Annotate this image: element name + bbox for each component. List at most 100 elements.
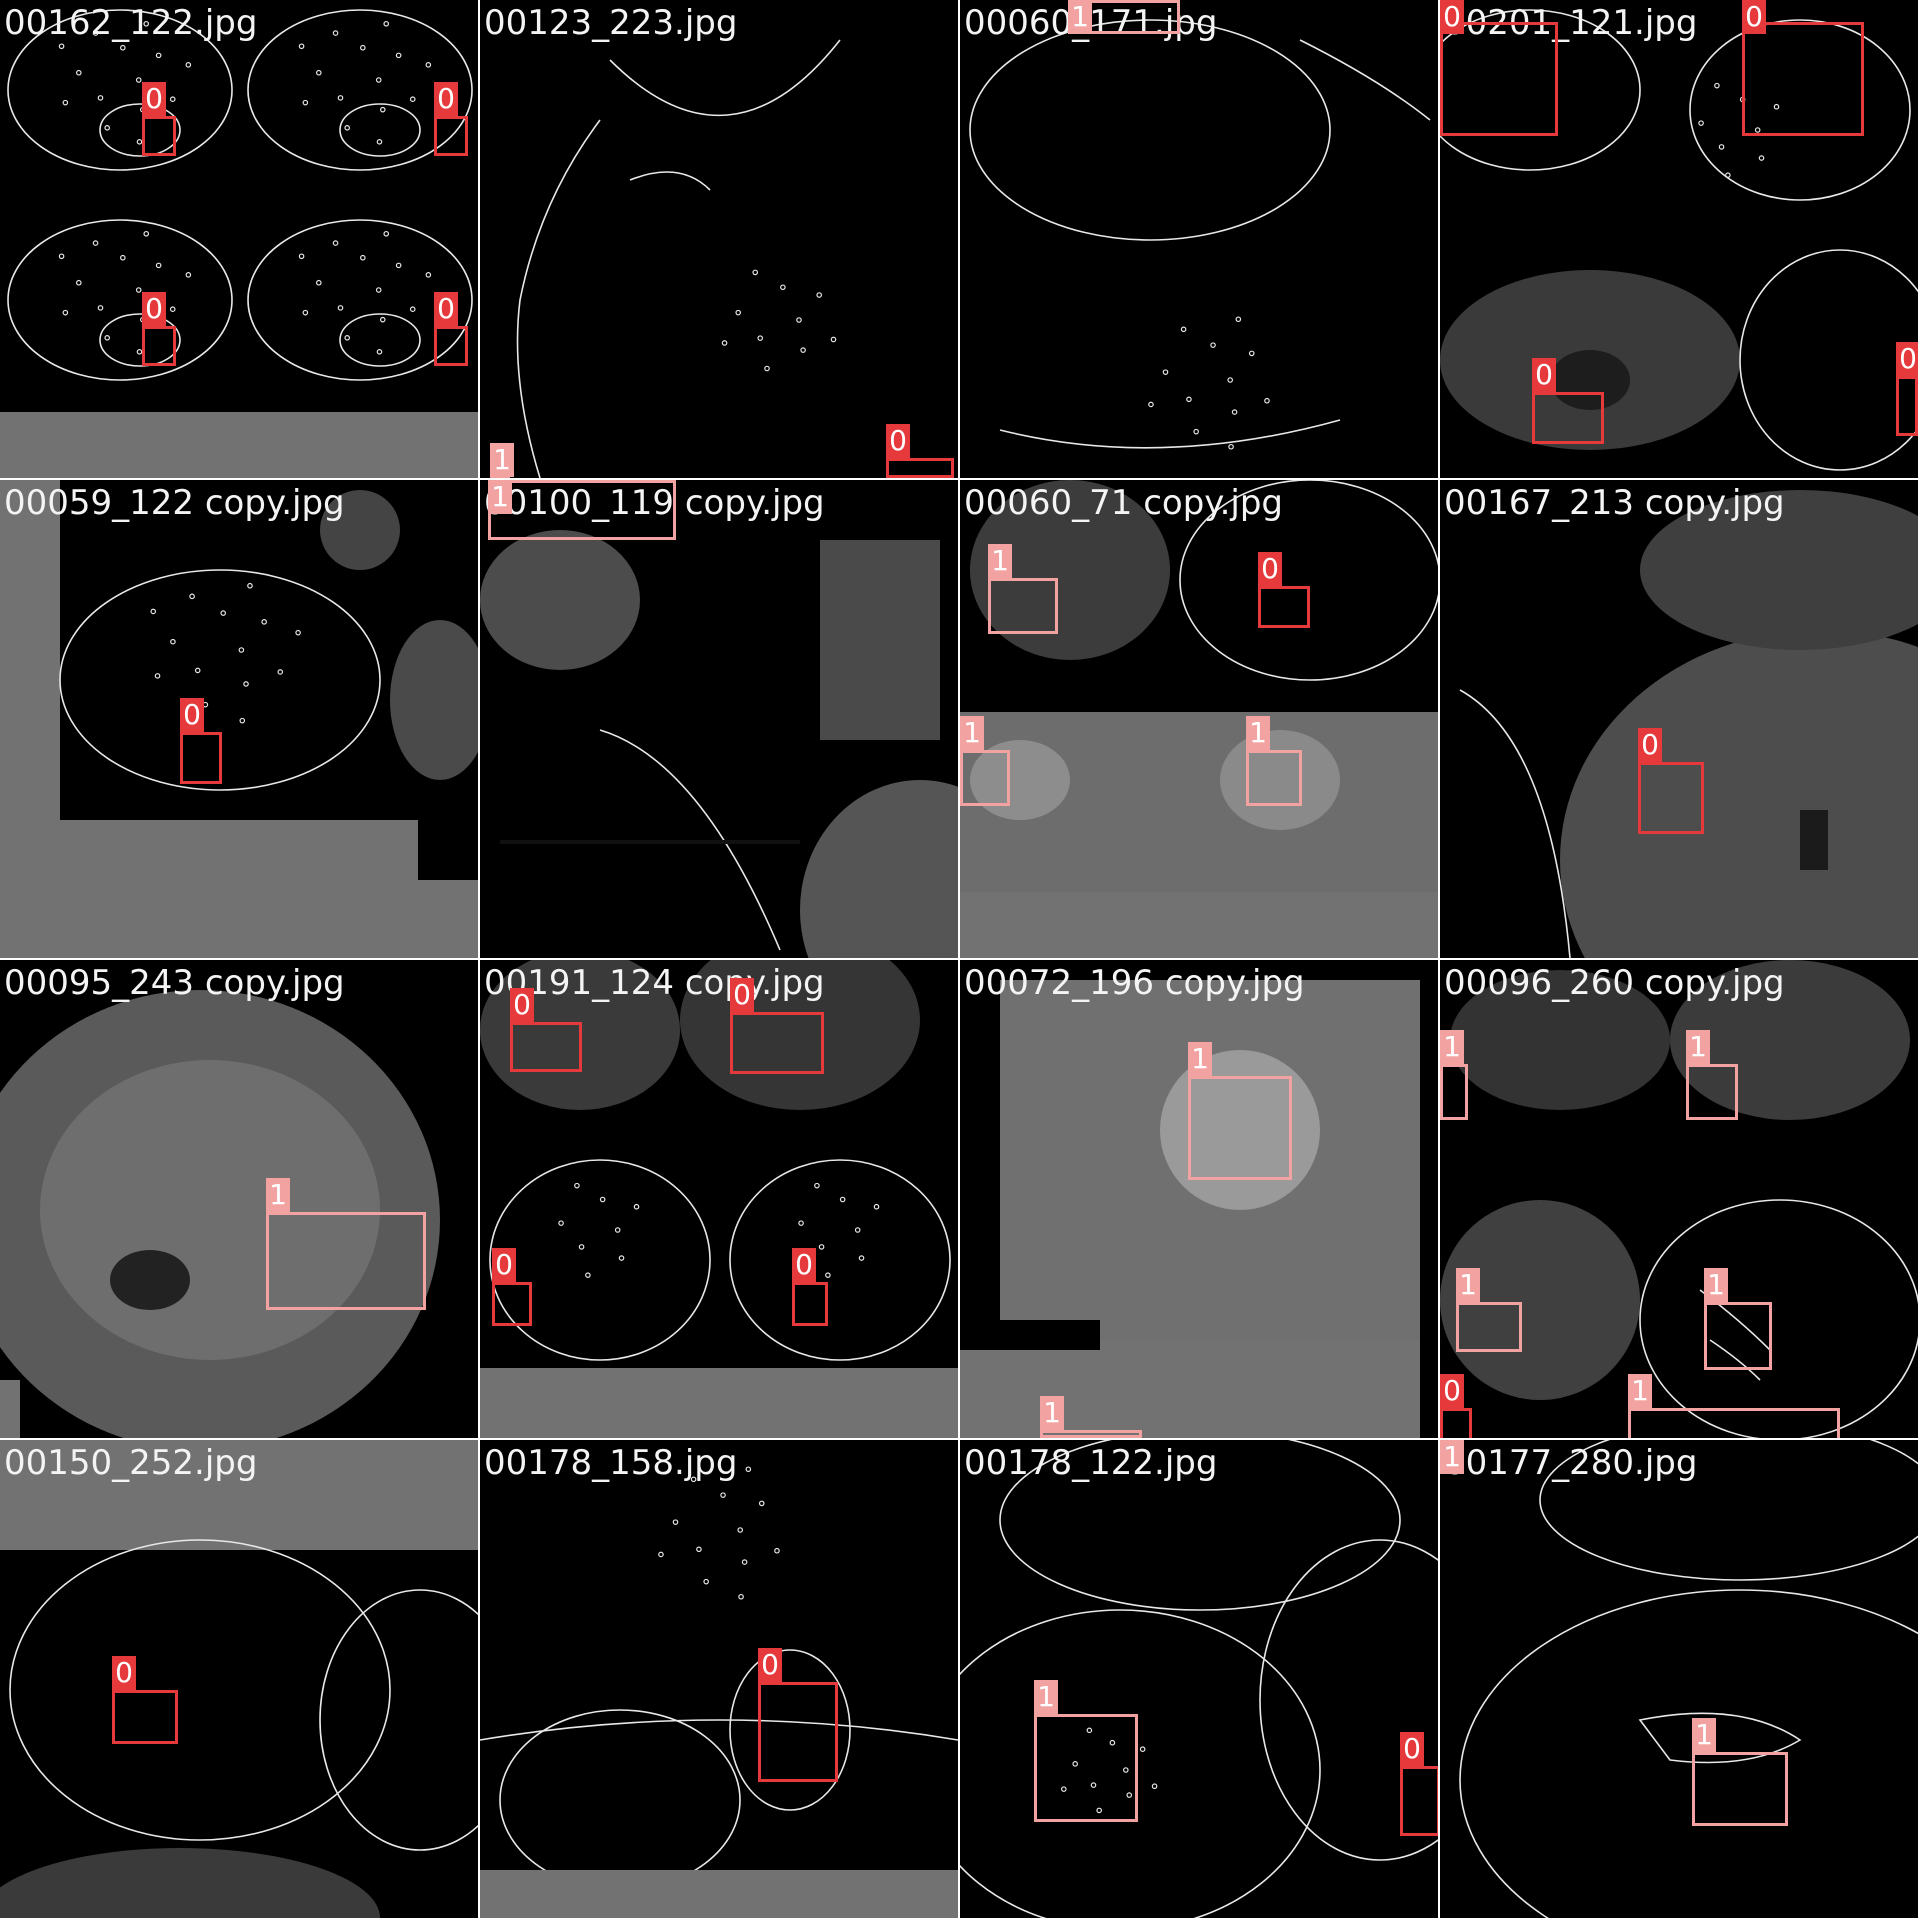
detection-class-label: 1 (1704, 1268, 1728, 1302)
mri-scan-image (969, 19, 1431, 450)
detection-box (142, 326, 176, 366)
detection-box (142, 116, 176, 156)
detection-box (1638, 762, 1704, 834)
mosaic-tile: 00201_121.jpg 0 0 0 0 (1440, 0, 1918, 478)
detection-box (960, 750, 1010, 806)
mri-scan-image (0, 990, 440, 1438)
detection-class-label: 0 (1532, 358, 1556, 392)
detection-class-label: 0 (180, 698, 204, 732)
image-filename: 00177_280.jpg (1444, 1443, 1698, 1483)
detection-class-label: 1 (1188, 1042, 1212, 1076)
detection-class-label: 1 (1692, 1718, 1716, 1752)
detection-class-label: 1 (1034, 1680, 1058, 1714)
image-filename: 00096_260 copy.jpg (1444, 963, 1785, 1003)
detection-class-label: 0 (112, 1656, 136, 1690)
mosaic-tile: 00123_223.jpg 1 0 (480, 0, 958, 478)
detection-class-label: 0 (1400, 1732, 1424, 1766)
detection-box (490, 477, 510, 478)
detection-class-label: 1 (988, 544, 1012, 578)
mri-scan-image (480, 1466, 958, 1918)
image-filename: 00100_119 copy.jpg (484, 483, 825, 523)
mri-scan-image (1440, 9, 1918, 471)
mosaic-tile: 00060_71 copy.jpg 1 0 1 1 (960, 480, 1438, 958)
detection-box (988, 578, 1058, 634)
detection-class-label: 0 (1896, 342, 1918, 376)
detection-box (434, 326, 468, 366)
detection-class-label: 1 (490, 443, 514, 477)
mri-scan-image (0, 9, 478, 478)
image-filename: 00123_223.jpg (484, 3, 738, 43)
mosaic-tile: 00072_196 copy.jpg 1 1 (960, 960, 1438, 1438)
image-filename: 00162_122.jpg (4, 3, 258, 43)
detection-class-label: 0 (434, 292, 458, 326)
image-filename: 00059_122 copy.jpg (4, 483, 345, 523)
mri-scan-image (0, 480, 478, 958)
image-filename: 00178_158.jpg (484, 1443, 738, 1483)
detection-class-label: 1 (1040, 1396, 1064, 1430)
image-filename: 00095_243 copy.jpg (4, 963, 345, 1003)
detection-box (1040, 1430, 1142, 1438)
detection-box (1896, 376, 1918, 436)
detection-class-label: 1 (488, 480, 512, 514)
image-filename: 00060_71 copy.jpg (964, 483, 1283, 523)
detection-class-label: 1 (960, 716, 984, 750)
detection-class-label: 0 (730, 978, 754, 1012)
detection-class-label: 0 (492, 1248, 516, 1282)
detection-class-label: 0 (886, 424, 910, 458)
mri-scan-image (480, 530, 958, 958)
mosaic-tile: 00162_122.jpg 0 0 0 0 (0, 0, 478, 478)
mosaic-tile: 00100_119 copy.jpg 1 (480, 480, 958, 958)
detection-box (1692, 1752, 1788, 1826)
detection-box (1532, 392, 1604, 444)
mosaic-tile: 00177_280.jpg 1 1 (1440, 1440, 1918, 1918)
detection-class-label: 1 (1628, 1374, 1652, 1408)
detection-box (1456, 1302, 1522, 1352)
detection-box (510, 1022, 582, 1072)
detection-box (112, 1690, 178, 1744)
image-filename: 00072_196 copy.jpg (964, 963, 1305, 1003)
detection-box (434, 116, 468, 156)
detection-box (1440, 1064, 1468, 1120)
mosaic-tile: 00178_122.jpg 1 0 (960, 1440, 1438, 1918)
detection-box (1188, 1076, 1292, 1180)
detection-box (1258, 586, 1310, 628)
mri-scan-image (960, 480, 1438, 958)
mri-scan-image (960, 1440, 1438, 1918)
mri-scan-image (0, 1440, 478, 1918)
detection-box (1034, 1714, 1138, 1822)
detection-box (1704, 1302, 1772, 1370)
detection-box (1628, 1408, 1840, 1438)
detection-class-label: 0 (142, 292, 166, 326)
detection-box (488, 480, 676, 540)
detection-box (1440, 22, 1558, 136)
detection-box (730, 1012, 824, 1074)
detection-class-label: 1 (1246, 716, 1270, 750)
detection-class-label: 1 (1440, 1440, 1464, 1474)
mri-scan-image (960, 960, 1438, 1438)
detection-box (1440, 1408, 1472, 1438)
detection-box (1686, 1064, 1738, 1120)
detection-class-label: 0 (1638, 728, 1662, 762)
detection-class-label: 1 (266, 1178, 290, 1212)
detection-class-label: 0 (1742, 0, 1766, 34)
detection-class-label: 0 (1440, 1374, 1464, 1408)
detection-box (1246, 750, 1302, 806)
mri-scan-image (1459, 1440, 1918, 1918)
detection-box (492, 1282, 532, 1326)
mosaic-tile: 00191_124 copy.jpg 0 0 0 0 (480, 960, 958, 1438)
image-filename: 00191_124 copy.jpg (484, 963, 825, 1003)
detection-box (180, 732, 222, 784)
mosaic-tile: 00150_252.jpg 0 (0, 1440, 478, 1918)
detection-class-label: 0 (142, 82, 166, 116)
detection-class-label: 0 (434, 82, 458, 116)
mosaic-tile: 00096_260 copy.jpg 1 1 1 1 0 1 (1440, 960, 1918, 1438)
detection-class-label: 1 (1456, 1268, 1480, 1302)
mosaic-tile: 00095_243 copy.jpg 1 (0, 960, 478, 1438)
mri-scan-image (1440, 960, 1918, 1438)
image-filename: 00167_213 copy.jpg (1444, 483, 1785, 523)
mri-scan-image (516, 39, 841, 478)
detection-box (1742, 22, 1864, 136)
detection-class-label: 0 (1440, 0, 1464, 34)
